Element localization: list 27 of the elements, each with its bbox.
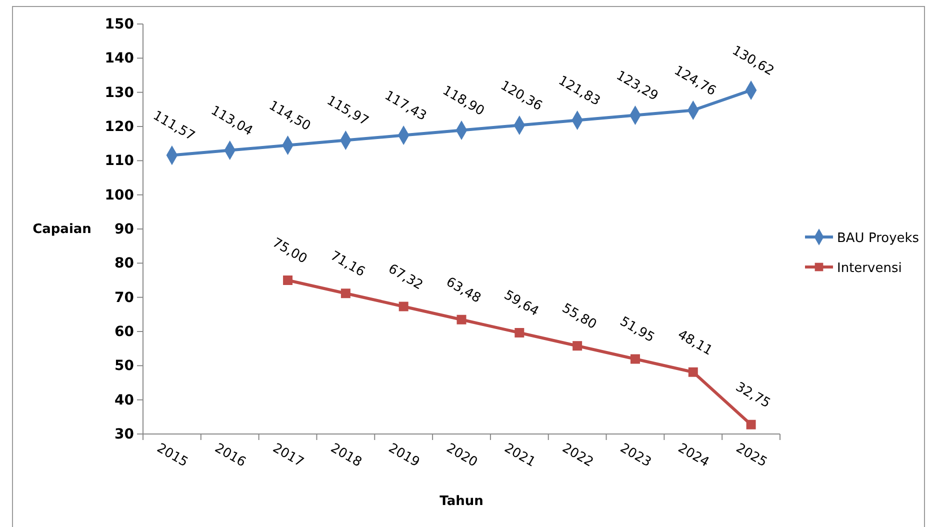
point xyxy=(688,367,698,377)
y-tick-label: 120 xyxy=(104,118,134,135)
y-tick-label: 150 xyxy=(104,16,134,32)
y-tick-label: 70 xyxy=(114,290,134,306)
point xyxy=(572,341,582,351)
y-tick-label: 50 xyxy=(114,358,134,374)
point xyxy=(630,354,640,364)
point xyxy=(456,314,466,324)
legend-label: Intervensi xyxy=(837,261,902,276)
y-tick-label: 80 xyxy=(114,256,134,272)
y-tick-label: 110 xyxy=(104,153,134,170)
x-axis-title: Tahun xyxy=(440,494,484,509)
point xyxy=(514,328,524,338)
y-tick-label: 30 xyxy=(114,426,134,442)
legend-label: BAU Proyeks xyxy=(837,231,920,246)
point xyxy=(283,276,293,285)
y-tick-label: 60 xyxy=(114,324,134,340)
y-tick-label: 140 xyxy=(104,50,134,67)
y-tick-label: 100 xyxy=(104,187,134,204)
point xyxy=(398,302,408,312)
y-tick-label: 40 xyxy=(114,392,134,408)
y-axis-title: Capaian xyxy=(32,222,92,237)
point xyxy=(746,420,756,430)
y-tick-label: 130 xyxy=(104,84,134,101)
y-tick-label: 90 xyxy=(114,221,134,238)
point xyxy=(340,288,350,298)
x-tick-label: 2017 xyxy=(270,440,306,470)
